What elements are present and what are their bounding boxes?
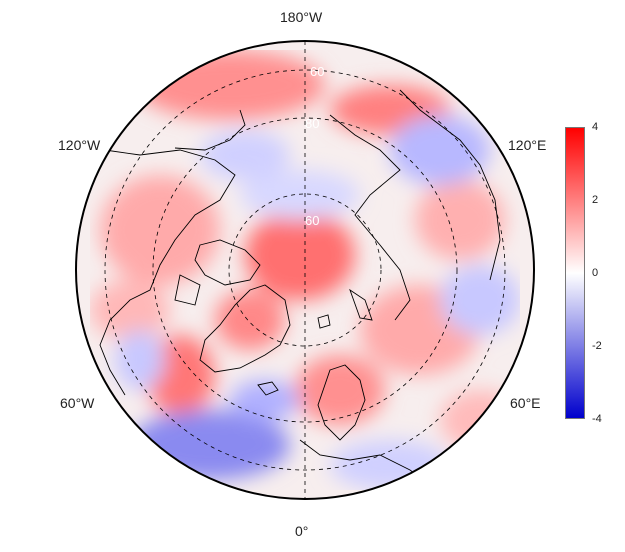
lat-ring-70	[152, 117, 458, 423]
canadian-archipelago-outline	[174, 239, 261, 306]
lat-label-mid: 80	[305, 116, 319, 131]
lat-ring-80	[228, 193, 382, 347]
asia-coast-east	[399, 89, 501, 281]
lat-labels: 60 80 60	[305, 64, 324, 228]
lon-label-0: 0°	[295, 523, 309, 539]
novaya-zemlya-outline	[349, 288, 373, 321]
lon-label-180w: 180°W	[280, 9, 323, 25]
map-boundary	[75, 40, 535, 500]
colorbar-tick-2: 2	[592, 194, 599, 206]
anomaly-field	[76, 41, 534, 499]
alaska-coast	[174, 109, 246, 151]
colorbar-tick-4: 4	[592, 121, 599, 133]
lon-label-60e: 60°E	[510, 395, 541, 411]
north-america-coast	[99, 149, 236, 396]
colorbar-tick-0: 0	[592, 267, 599, 279]
lat-label-outer: 60	[310, 64, 324, 79]
lat-ring-60	[104, 69, 506, 471]
greenland-outline	[199, 284, 291, 373]
colorbar-tick-neg2: -2	[592, 340, 602, 352]
graticule	[104, 41, 506, 499]
lon-label-120e: 120°E	[508, 137, 547, 153]
iceland-outline	[257, 381, 279, 396]
colorbar-tick-neg4: -4	[592, 413, 602, 425]
lon-label-60w: 60°W	[60, 395, 95, 411]
coastlines	[99, 89, 501, 486]
lon-label-120w: 120°W	[58, 137, 101, 153]
scandinavia-outline	[317, 364, 366, 441]
asia-coast	[329, 114, 411, 321]
colorbar	[565, 127, 585, 419]
svalbard-outline	[317, 314, 331, 329]
lat-label-inner: 60	[305, 213, 319, 228]
